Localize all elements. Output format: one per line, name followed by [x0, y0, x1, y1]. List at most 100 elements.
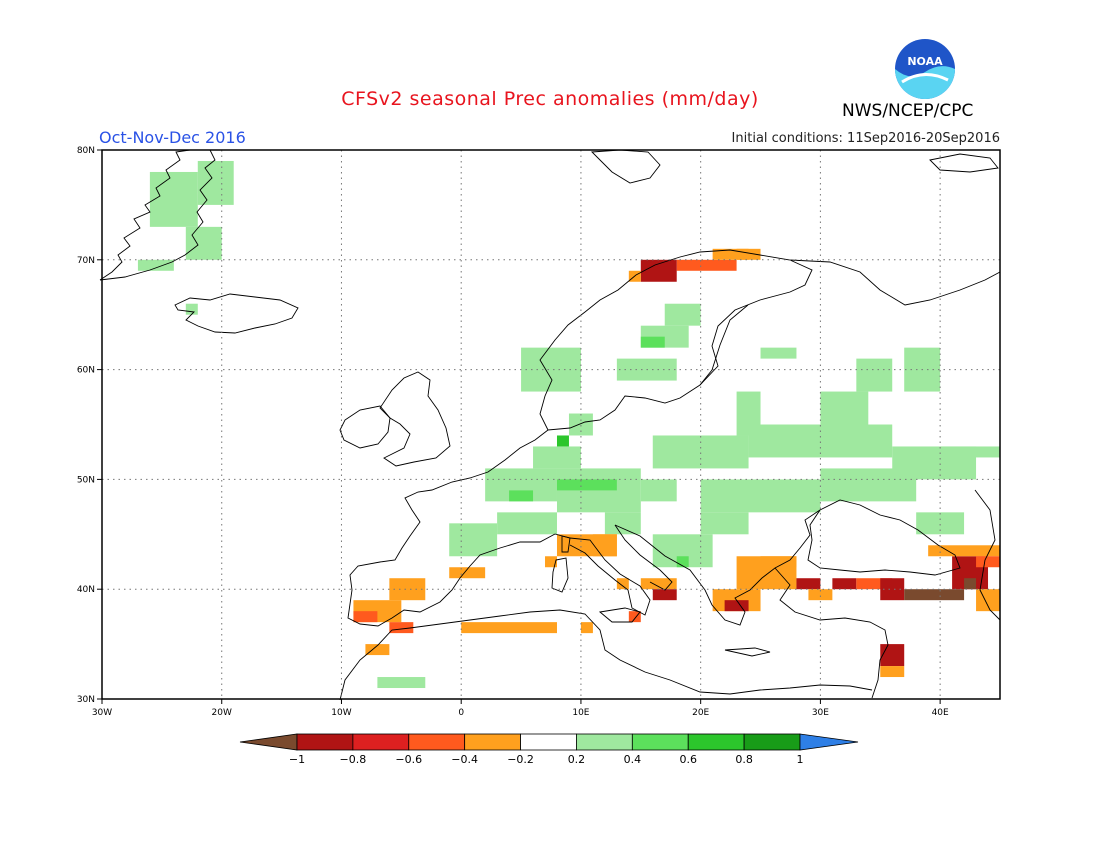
legend-label: 1	[797, 753, 804, 766]
anomaly-cell	[556, 479, 617, 491]
coast-balkans	[614, 509, 821, 626]
map-axes: 30W 20W 10W 0 10E 20E 30E 40E 30N 40N 50N 60N 70N 80N	[77, 146, 949, 718]
anomaly-cell	[533, 446, 581, 469]
anomaly-cell	[760, 347, 797, 359]
anomaly-cell	[760, 556, 797, 568]
anomaly-cell	[724, 600, 749, 612]
lon-tick-label: 30W	[92, 708, 112, 718]
anomaly-cell	[353, 611, 378, 623]
anomaly-cell	[389, 578, 426, 601]
anomaly-cell	[976, 556, 1000, 568]
lat-tick-label: 30N	[77, 695, 95, 705]
legend-label: −0.8	[340, 753, 367, 766]
legend-label: −0.2	[507, 753, 534, 766]
noaa-logo-text: NOAA	[907, 55, 943, 68]
anomaly-cell	[880, 578, 905, 601]
lat-tick-label: 70N	[77, 256, 95, 266]
lon-tick-label: 20W	[212, 708, 232, 718]
legend-bin	[239, 733, 298, 751]
anomaly-cell	[880, 644, 905, 667]
anomaly-cell	[604, 512, 641, 535]
anomaly-cell	[545, 556, 557, 568]
lat-tick-label: 40N	[77, 585, 95, 595]
coast-iceland	[174, 293, 299, 334]
lon-tick-label: 40E	[932, 708, 949, 718]
lon-tick-label: 10E	[572, 708, 589, 718]
agency-name: NWS/NCEP/CPC	[842, 101, 974, 121]
legend-bin	[576, 733, 633, 751]
lon-tick-label: 30E	[812, 708, 829, 718]
anomaly-cell	[616, 578, 629, 590]
legend-label: 0.8	[735, 753, 753, 766]
anomaly-cell	[676, 556, 689, 568]
coast-italy-east	[614, 524, 673, 591]
anomaly-cell	[640, 259, 677, 282]
legend-bin	[296, 733, 354, 751]
anomaly-cell	[964, 578, 977, 590]
anomaly-cell	[736, 248, 761, 260]
legend-label: 0.4	[624, 753, 642, 766]
noaa-logo-icon: NOAA	[895, 39, 955, 99]
coast-continent-west	[347, 429, 556, 627]
map-title: CFSv2 seasonal Prec anomalies (mm/day)	[341, 88, 759, 110]
anomaly-cell	[640, 479, 677, 502]
initial-conditions: Initial conditions: 11Sep2016-20Sep2016	[731, 131, 1000, 146]
legend-bin	[631, 733, 689, 751]
anomaly-cell	[820, 391, 869, 425]
anomaly-cell	[652, 589, 677, 601]
anomaly-cell	[904, 589, 965, 601]
legend-bin	[352, 733, 410, 751]
coast-svalbard	[590, 149, 661, 184]
legend-bin	[687, 733, 745, 751]
anomaly-cell	[449, 523, 498, 557]
anomaly-cell	[700, 479, 821, 513]
coast-turkey	[774, 567, 889, 699]
anomaly-cell	[928, 545, 1000, 557]
anomaly-cell	[389, 622, 414, 634]
map-frame	[101, 149, 1001, 700]
anomaly-cell	[664, 303, 701, 326]
legend-label: 0.6	[679, 753, 697, 766]
anomaly-cells	[137, 160, 1000, 689]
coast-ireland	[339, 405, 391, 449]
coast-black-sea	[807, 499, 961, 576]
coast-bothnia	[699, 304, 749, 386]
legend-bin	[743, 733, 801, 751]
legend-bin	[408, 733, 466, 751]
anomaly-cell	[712, 248, 749, 260]
anomaly-cell	[568, 413, 593, 436]
lat-tick-label: 80N	[77, 146, 95, 156]
anomaly-cell	[652, 435, 749, 469]
anomaly-cell	[149, 171, 198, 227]
anomaly-cell	[748, 424, 893, 458]
legend-bin	[520, 733, 577, 751]
coastlines	[99, 149, 1001, 701]
coast-caspian	[974, 489, 1001, 621]
anomaly-cell	[640, 578, 677, 590]
anomaly-cell	[377, 677, 426, 689]
legend-label: −1	[289, 753, 305, 766]
anomaly-cell	[497, 512, 557, 535]
anomaly-cell	[976, 589, 1000, 612]
lon-tick-label: 20E	[692, 708, 709, 718]
lat-tick-label: 50N	[77, 475, 95, 485]
coast-sicily	[598, 607, 641, 623]
anomaly-cell	[628, 611, 641, 623]
anomaly-cell	[640, 336, 665, 348]
coast-corsica	[561, 535, 571, 553]
anomaly-cell	[556, 435, 569, 447]
anomaly-cell	[521, 347, 581, 392]
forecast-period: Oct-Nov-Dec 2016	[99, 128, 246, 147]
coast-russia-north	[789, 259, 1001, 306]
legend-label: −0.6	[395, 753, 422, 766]
anomaly-cell	[796, 578, 821, 590]
anomaly-cell	[449, 567, 486, 579]
anomaly-cell	[940, 446, 1000, 458]
graticule	[102, 150, 1000, 699]
anomaly-cell	[856, 358, 893, 392]
anomaly-cell	[832, 578, 857, 590]
coast-italy	[554, 533, 651, 616]
color-legend: −1 −0.8 −0.6 −0.4 −0.2 0.2 0.4 0.6 0.8 1	[239, 733, 859, 766]
anomaly-cell	[592, 534, 617, 557]
anomaly-cell	[880, 666, 905, 678]
